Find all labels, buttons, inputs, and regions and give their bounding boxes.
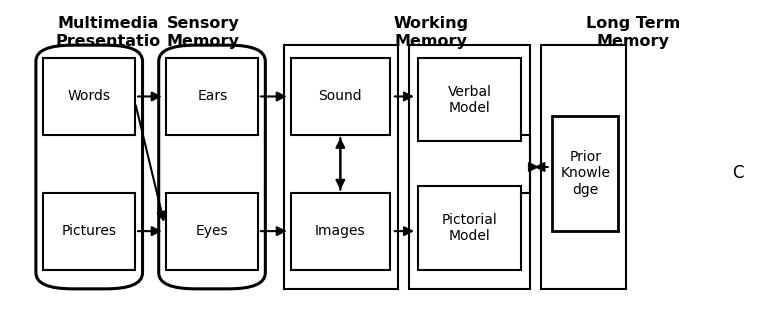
Bar [418, 186, 521, 270]
Text: Sound: Sound [319, 90, 362, 104]
Text: Multimedia
Presentatio: Multimedia Presentatio [56, 16, 161, 49]
Text: Working
Memory: Working Memory [393, 16, 468, 49]
Text: Words: Words [67, 90, 110, 104]
Text: Pictures: Pictures [61, 224, 116, 238]
Bar [166, 193, 258, 270]
Bar [418, 58, 521, 141]
Bar [291, 58, 391, 135]
Text: Pictorial
Model: Pictorial Model [442, 213, 498, 243]
Bar [291, 193, 391, 270]
Bar [541, 45, 626, 289]
Bar [43, 193, 135, 270]
Text: Sensory
Memory: Sensory Memory [166, 16, 239, 49]
Text: C: C [732, 164, 744, 182]
Text: Images: Images [315, 224, 365, 238]
Bar [166, 58, 258, 135]
Bar [409, 45, 530, 289]
Text: Ears: Ears [198, 90, 228, 104]
Text: Long Term
Memory: Long Term Memory [586, 16, 680, 49]
Bar [283, 45, 398, 289]
Bar [43, 58, 135, 135]
Text: Prior
Knowle
dge: Prior Knowle dge [560, 150, 611, 197]
Text: Verbal
Model: Verbal Model [448, 85, 492, 115]
Bar [552, 116, 618, 231]
Text: Eyes: Eyes [196, 224, 229, 238]
